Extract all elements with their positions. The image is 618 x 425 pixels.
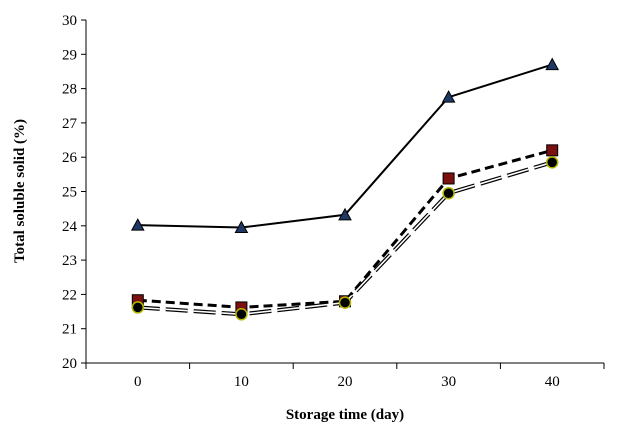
y-tick-label: 21 [62,322,77,338]
x-tick-label: 0 [134,374,142,390]
data-point-circle [131,301,145,314]
series-1 [130,57,560,234]
data-point-circle [338,296,352,309]
series-line-inner [137,161,553,316]
y-tick-label: 29 [62,47,77,63]
data-point-triangle [234,220,249,234]
series-line [137,160,553,317]
x-axis-title: Storage time (day) [286,407,404,423]
data-point-triangle [338,207,352,221]
data-point-triangle [130,218,145,231]
y-ticks: 20 21 22 23 24 25 26 27 28 29 30 [62,13,86,372]
data-point-square [546,144,559,157]
series-line [137,148,553,309]
data-point-triangle [545,57,560,71]
data-point-square [442,172,455,185]
y-tick-label: 30 [62,13,77,29]
data-point-triangle [441,90,456,103]
y-tick-label: 26 [62,150,78,166]
y-tick-label: 27 [62,116,78,132]
x-tick-label: 20 [338,374,353,390]
y-tick-label: 25 [62,185,77,201]
series-2 [131,144,559,314]
series-line [137,63,553,229]
y-tick-label: 20 [62,356,77,372]
series-3 [131,156,559,321]
x-tick-label: 30 [441,374,456,390]
series-layer [130,57,560,321]
x-ticks: 0 10 20 30 40 [85,363,605,390]
axes [85,20,604,364]
x-tick-label: 10 [234,374,249,390]
y-tick-label: 22 [62,287,77,303]
y-tick-label: 23 [62,253,77,269]
data-point-circle [235,308,248,321]
data-point-circle [442,186,455,200]
data-point-circle [545,156,559,169]
y-tick-label: 28 [62,82,77,98]
x-tick-label: 40 [545,374,560,390]
y-axis-title: Total soluble solid (%) [12,119,28,263]
y-tick-label: 24 [62,219,78,235]
